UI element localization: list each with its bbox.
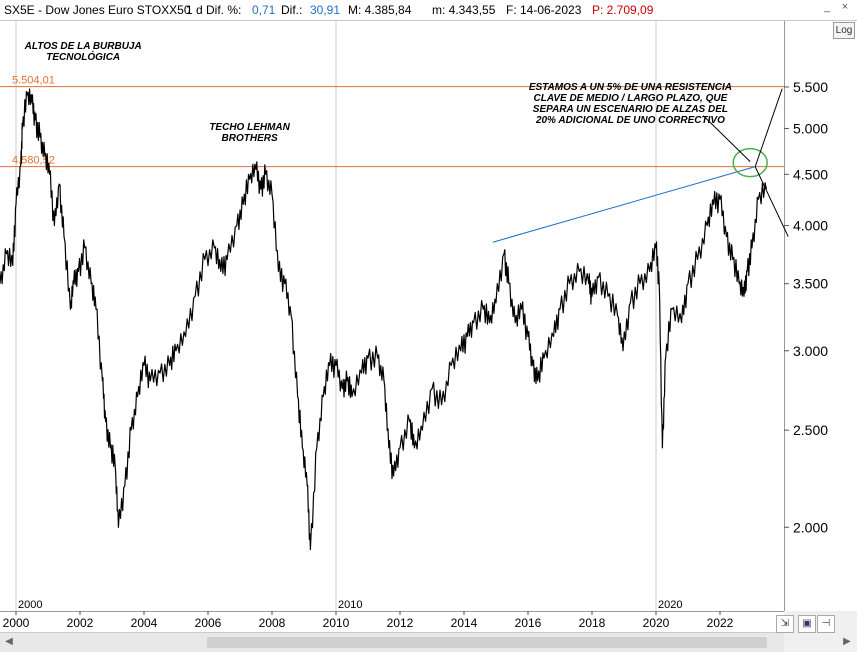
date-label: F: 14-06-2023 bbox=[506, 3, 582, 17]
scrollbar-thumb[interactable] bbox=[207, 637, 767, 648]
scroll-left-icon[interactable]: ◀ bbox=[5, 636, 13, 647]
dif-pct-value: 0,71 bbox=[252, 3, 276, 17]
chart-titlebar: SX5E - Dow Jones Euro STOXX50 1 d Dif. %… bbox=[0, 0, 857, 21]
chart-corner-controls: ⇲ ▣ ⊣ ▶ bbox=[776, 611, 857, 651]
save-icon[interactable]: ▣ bbox=[798, 615, 816, 633]
horizontal-scrollbar[interactable]: ◀ bbox=[0, 632, 784, 652]
period-label: 1 d bbox=[186, 3, 203, 17]
pin-icon[interactable]: ⊣ bbox=[817, 615, 835, 633]
time-axis[interactable] bbox=[0, 611, 784, 633]
expand-icon[interactable]: ⇲ bbox=[776, 615, 794, 633]
dif-label: Dif.: bbox=[281, 3, 303, 17]
minimize-button[interactable]: _ bbox=[823, 1, 831, 13]
symbol-label: SX5E - Dow Jones Euro STOXX50 bbox=[4, 3, 191, 17]
price-label: P: 2.709,09 bbox=[592, 3, 654, 17]
dif-value: 30,91 bbox=[310, 3, 341, 17]
price-axis[interactable] bbox=[784, 21, 857, 611]
scroll-right-icon[interactable]: ▶ bbox=[843, 636, 851, 647]
log-scale-button[interactable]: Log bbox=[833, 22, 855, 39]
price-chart-area[interactable] bbox=[0, 21, 784, 611]
max-label: M: 4.385,84 bbox=[348, 3, 412, 17]
close-button[interactable]: × bbox=[841, 1, 849, 13]
min-label: m: 4.343,55 bbox=[432, 3, 496, 17]
dif-pct-label: Dif. %: bbox=[206, 3, 242, 17]
